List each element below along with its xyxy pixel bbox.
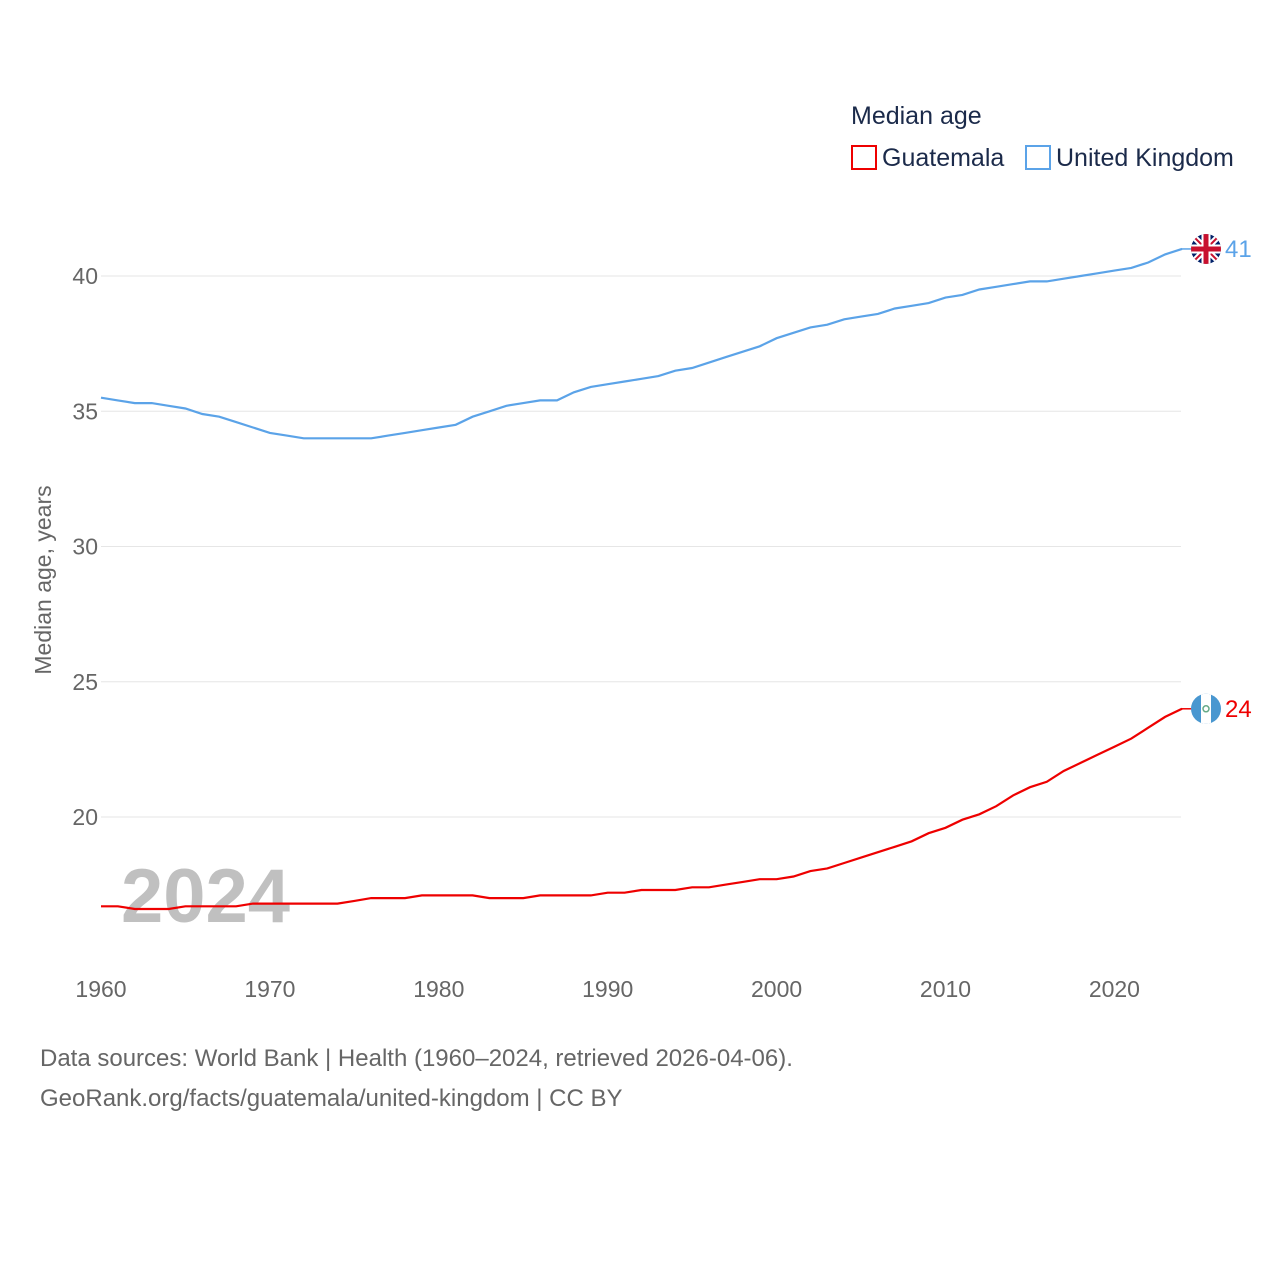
data-source-text: Data sources: World Bank | Health (1960–… (40, 1045, 793, 1072)
legend-swatch-guatemala (851, 145, 877, 170)
y-tick-label: 30 (72, 534, 98, 560)
uk-flag-icon (1191, 233, 1221, 264)
legend-label: Guatemala (882, 144, 1004, 172)
legend-label: United Kingdom (1056, 144, 1234, 172)
x-tick-label: 1980 (413, 976, 464, 1002)
year-watermark: 2024 (121, 854, 290, 939)
series-line-guatemala (101, 707, 1183, 911)
y-tick-label: 25 (72, 669, 98, 695)
y-tick-label: 20 (72, 804, 98, 830)
x-tick-label: 2000 (751, 976, 802, 1002)
y-tick-label: 35 (72, 398, 98, 424)
x-tick-label: 1960 (75, 976, 126, 1002)
x-tick-label: 2010 (920, 976, 971, 1002)
x-tick-label: 1970 (244, 976, 295, 1002)
end-value-label-guatemala: 24 (1225, 696, 1252, 723)
y-axis-title: Median age, years (30, 485, 56, 674)
x-tick-label: 1990 (582, 976, 633, 1002)
legend-title: Median age (851, 102, 982, 130)
end-value-label-united-kingdom: 41 (1225, 236, 1252, 263)
series-line-united-kingdom (100, 247, 1183, 440)
legend-swatch-united-kingdom (1025, 145, 1051, 170)
y-tick-label: 40 (72, 263, 98, 289)
source-link[interactable]: GeoRank.org/facts/guatemala/united-kingd… (40, 1085, 623, 1112)
guatemala-flag-icon (1191, 693, 1221, 724)
x-tick-label: 2020 (1089, 976, 1140, 1002)
